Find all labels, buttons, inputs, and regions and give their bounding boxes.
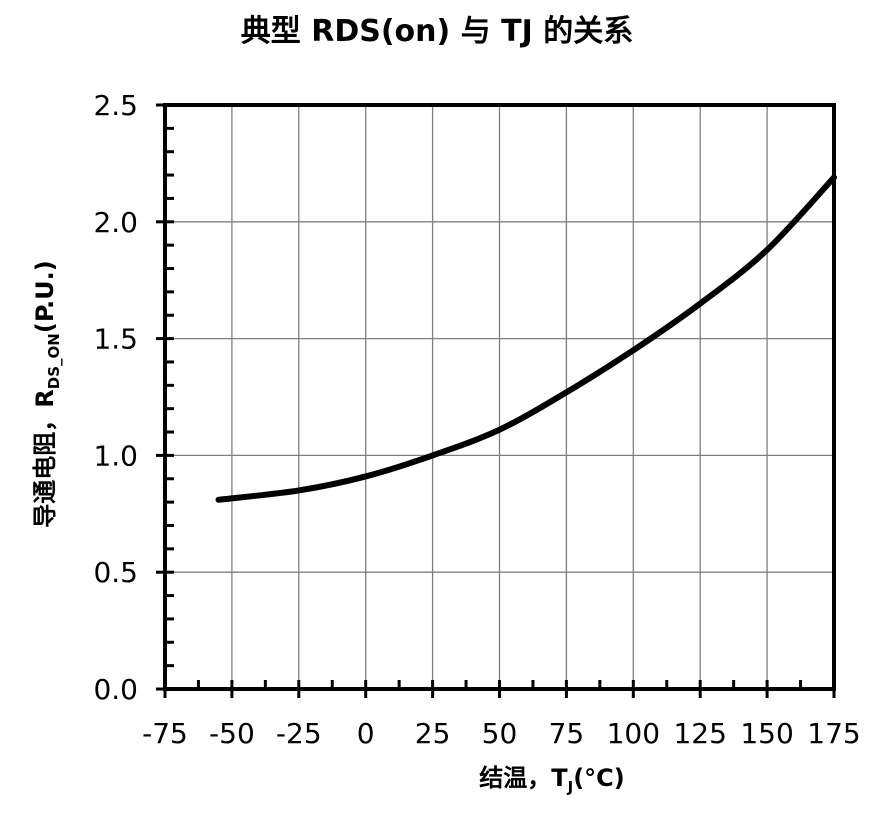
x-tick-label: -25: [276, 717, 322, 750]
y-tick-label: 1.0: [93, 439, 138, 472]
y-tick-labels: 0.0 0.5 1.0 1.5 2.0 2.5: [93, 89, 138, 706]
x-tick-labels: -75 -50 -25 0 25 50 75 100 125 150 175: [142, 717, 861, 750]
major-ticks: [156, 103, 836, 698]
chart-title: 典型 RDS(on) 与 TJ 的关系: [240, 14, 634, 49]
y-axis-label-unit: (P.U.): [31, 260, 60, 334]
y-axis-label: 导通电阻，RDS_ON(P.U.): [25, 260, 63, 527]
y-tick-label: 1.5: [93, 323, 138, 356]
x-tick-label: 175: [807, 717, 860, 750]
x-tick-label: 0: [357, 717, 375, 750]
x-tick-label: 50: [482, 717, 518, 750]
x-tick-label: 100: [607, 717, 660, 750]
y-axis-label-main: 导通电阻，R: [31, 389, 60, 528]
y-tick-label: 0.5: [93, 556, 138, 589]
x-axis-label-unit: (°C): [573, 764, 625, 792]
x-tick-label: -75: [142, 717, 188, 750]
y-tick-label: 2.5: [93, 89, 138, 122]
y-axis-label-subscript: DS_ON: [44, 333, 63, 390]
x-axis-label-main: 结温，T: [479, 764, 568, 792]
series-line: [215, 174, 837, 503]
x-axis-label-subscript: J: [567, 777, 574, 796]
x-tick-label: 75: [549, 717, 585, 750]
grid: [164, 104, 835, 690]
x-tick-label: 150: [740, 717, 793, 750]
x-tick-label: 25: [415, 717, 451, 750]
series-group: [215, 174, 837, 503]
y-tick-label: 2.0: [93, 206, 138, 239]
x-tick-label: -50: [209, 717, 255, 750]
y-tick-label: 0.0: [93, 673, 138, 706]
x-tick-label: 125: [673, 717, 726, 750]
x-axis-label: 结温，TJ(°C): [479, 758, 625, 796]
